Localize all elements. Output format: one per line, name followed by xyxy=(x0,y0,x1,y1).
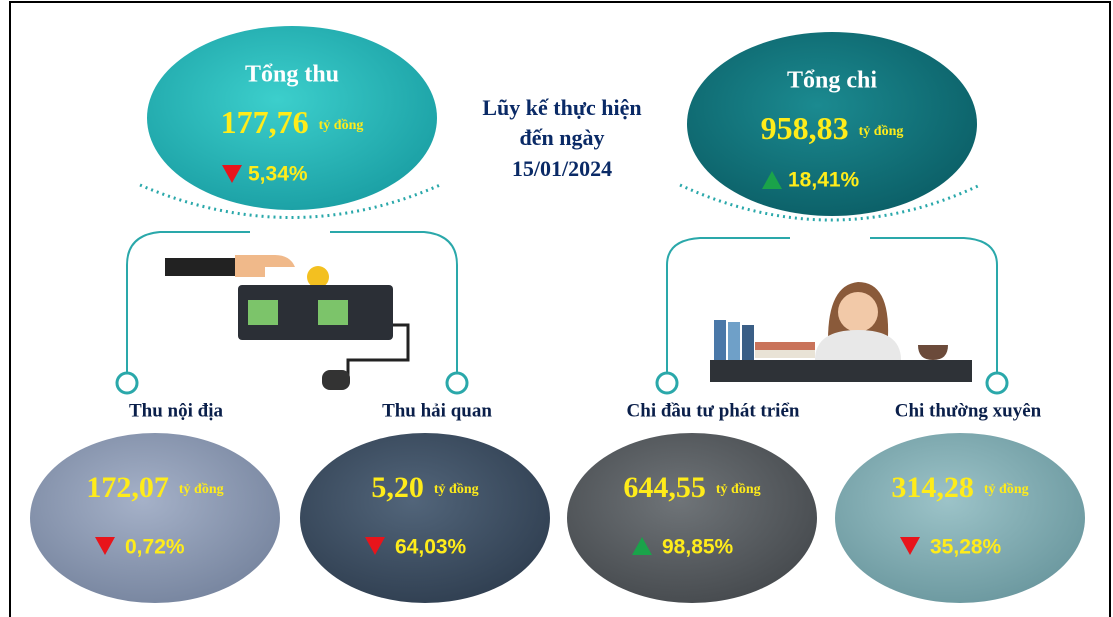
detail-title: Thu nội địa xyxy=(129,400,223,421)
amount-value: 5,20 xyxy=(371,471,424,504)
detail-ellipse xyxy=(835,433,1085,603)
page: Lũy kế thực hiện đến ngày 15/01/2024 Tổn… xyxy=(0,0,1113,617)
amount-value: 172,07 xyxy=(86,471,169,504)
amount-value: 958,83 xyxy=(761,110,849,146)
change: 0,72% xyxy=(125,536,185,559)
detail-ellipse xyxy=(567,433,817,603)
detail-ellipse xyxy=(30,433,280,603)
summary-title: Tổng thu xyxy=(245,62,339,88)
center-text: Lũy kế thực hiện xyxy=(482,95,641,120)
desk-illustration xyxy=(710,282,972,382)
center-text: đến ngày xyxy=(520,125,605,150)
amount-unit: tỷ đồng xyxy=(179,482,224,497)
change: 5,34% xyxy=(248,163,308,186)
money-illustration xyxy=(165,255,408,390)
center-text: 15/01/2024 xyxy=(512,156,612,181)
summary-title: Tổng chi xyxy=(787,68,877,94)
detail-title: Thu hải quan xyxy=(382,400,492,421)
detail-title: Chi đầu tư phát triển xyxy=(627,400,800,421)
amount-value: 644,55 xyxy=(623,471,706,504)
amount-unit: tỷ đồng xyxy=(984,482,1029,497)
detail-title: Chi thường xuyên xyxy=(895,400,1042,421)
change: 35,28% xyxy=(930,536,1002,559)
amount-value: 314,28 xyxy=(891,471,974,504)
amount-unit: tỷ đồng xyxy=(859,124,904,139)
amount-value: 177,76 xyxy=(221,104,309,140)
change: 98,85% xyxy=(662,536,734,559)
amount-unit: tỷ đồng xyxy=(319,118,364,133)
detail-ellipse xyxy=(300,433,550,603)
infographic: Lũy kế thực hiện đến ngày 15/01/2024 Tổn… xyxy=(0,0,1113,617)
change: 64,03% xyxy=(395,536,467,559)
amount-unit: tỷ đồng xyxy=(716,482,761,497)
change: 18,41% xyxy=(788,169,860,192)
amount-unit: tỷ đồng xyxy=(434,482,479,497)
